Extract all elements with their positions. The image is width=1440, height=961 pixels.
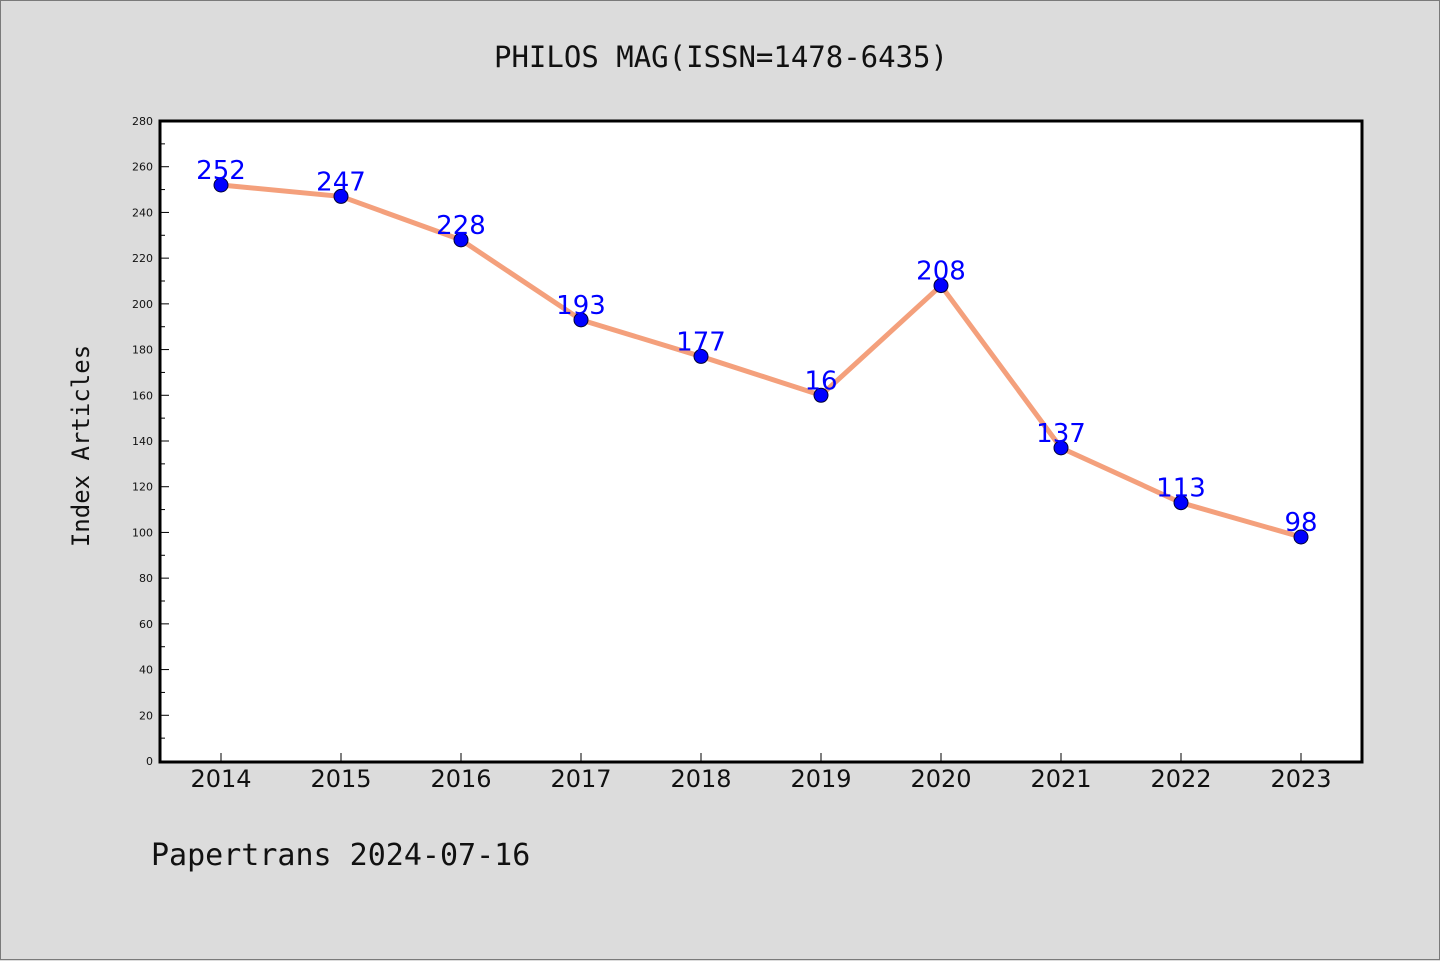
data-point bbox=[333, 188, 349, 204]
data-label: 113 bbox=[1156, 474, 1206, 504]
data-point bbox=[213, 177, 229, 193]
y-tick-label: 80 bbox=[139, 572, 153, 585]
chart-title: PHILOS MAG(ISSN=1478-6435) bbox=[494, 40, 948, 74]
y-tick-label: 280 bbox=[132, 115, 153, 128]
x-tick-label: 2015 bbox=[310, 765, 371, 793]
y-tick-label: 160 bbox=[132, 389, 153, 402]
x-tick-label: 2019 bbox=[790, 765, 851, 793]
y-tick-label: 0 bbox=[146, 755, 153, 768]
y-tick-label: 220 bbox=[132, 252, 153, 265]
data-label: 252 bbox=[196, 156, 246, 186]
y-tick-label: 100 bbox=[132, 526, 153, 539]
x-tick-label: 2018 bbox=[670, 765, 731, 793]
y-tick-label: 60 bbox=[139, 618, 153, 631]
y-axis-ticks: 0 20 40 60 80 100 120 140 160 180 200 220 240 260 280 bbox=[132, 115, 169, 768]
y-tick-label: 40 bbox=[139, 664, 153, 677]
data-point bbox=[453, 232, 469, 248]
y-tick-label: 120 bbox=[132, 481, 153, 494]
x-tick-label: 2023 bbox=[1270, 765, 1331, 793]
data-label: 228 bbox=[436, 211, 486, 241]
x-tick-label: 2021 bbox=[1030, 765, 1091, 793]
data-point bbox=[693, 348, 709, 364]
data-label: 208 bbox=[916, 257, 966, 287]
data-label: 98 bbox=[1284, 508, 1317, 538]
y-tick-label: 240 bbox=[132, 206, 153, 219]
y-tick-label: 140 bbox=[132, 435, 153, 448]
y-tick-label: 20 bbox=[139, 709, 153, 722]
data-label: 193 bbox=[556, 291, 606, 321]
x-tick-label: 2014 bbox=[190, 765, 251, 793]
series-layer: 252 247 228 193 177 16 208 137 113 98 bbox=[196, 156, 1318, 545]
data-point bbox=[573, 312, 589, 328]
x-tick-label: 2020 bbox=[910, 765, 971, 793]
x-tick-label: 2016 bbox=[430, 765, 491, 793]
y-tick-label: 260 bbox=[132, 161, 153, 174]
data-point bbox=[813, 387, 829, 403]
data-label: 137 bbox=[1036, 419, 1086, 449]
y-tick-label: 200 bbox=[132, 298, 153, 311]
data-label: 177 bbox=[676, 327, 726, 357]
data-point bbox=[1293, 529, 1309, 545]
x-tick-label: 2022 bbox=[1150, 765, 1211, 793]
footer-source-date: Papertrans 2024-07-16 bbox=[151, 838, 530, 873]
y-axis-label: Index Articles bbox=[67, 345, 95, 547]
series-line bbox=[218, 182, 1304, 540]
plot-area bbox=[158, 119, 1364, 764]
data-point bbox=[1053, 440, 1069, 456]
data-label: 247 bbox=[316, 167, 366, 197]
x-axis-ticks: 2014 2015 2016 2017 2018 2019 2020 2021 2022 2023 bbox=[190, 753, 1332, 793]
data-point bbox=[933, 278, 949, 294]
data-point bbox=[1173, 495, 1189, 511]
y-tick-label: 180 bbox=[132, 344, 153, 357]
data-label: 16 bbox=[804, 366, 837, 396]
x-tick-label: 2017 bbox=[550, 765, 611, 793]
